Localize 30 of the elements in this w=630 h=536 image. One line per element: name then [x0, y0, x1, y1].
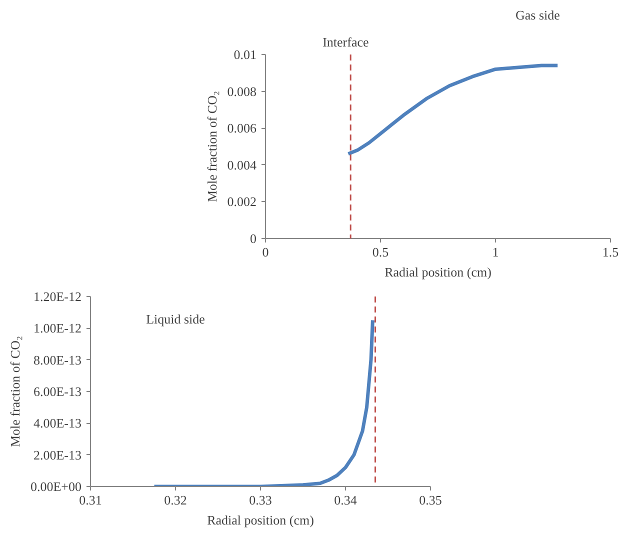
line-series	[346, 64, 560, 156]
y-axis-title: Mole fraction of CO₂	[204, 90, 220, 202]
y-tick-label: 0.008	[227, 84, 256, 99]
y-tick-label: 0.002	[227, 194, 256, 210]
y-tick-label: 4.00E-13	[33, 416, 82, 431]
ref-line-label: Interface	[322, 34, 370, 50]
x-axis-title: Radial position (cm)	[384, 264, 492, 280]
y-tick-label: 0	[250, 231, 256, 246]
x-tick-label: 0.5	[372, 244, 389, 260]
x-tick-label: 0.32	[164, 492, 187, 508]
y-tick-label: 2.00E-13	[33, 447, 82, 462]
y-tick-label: 1.00E-12	[33, 320, 82, 336]
x-tick-label: 0.34	[334, 492, 358, 508]
y-axis-title: Mole fraction of CO₂	[7, 336, 22, 448]
y-tick-label: 1.20E-12	[33, 289, 82, 304]
y-tick-label: 0.004	[227, 157, 257, 172]
y-tick-label: 0.00E+00	[30, 479, 82, 494]
x-tick-label: 0.31	[79, 492, 102, 508]
y-tick-label: 6.00E-13	[33, 384, 82, 399]
x-tick-label: 0	[262, 244, 269, 260]
x-tick-label: 1	[492, 244, 499, 260]
x-axis-title: Radial position (cm)	[207, 512, 314, 528]
x-tick-label: 0.35	[419, 492, 442, 508]
y-tick-label: 0.006	[227, 120, 257, 136]
x-tick-label: 0.33	[249, 492, 272, 508]
annotation: Liquid side	[146, 312, 206, 326]
x-tick-label: 1.5	[602, 244, 619, 260]
y-tick-label: 8.00E-13	[33, 352, 82, 368]
y-tick-label: 0.01	[234, 47, 256, 62]
text: Gas side	[516, 8, 560, 22]
